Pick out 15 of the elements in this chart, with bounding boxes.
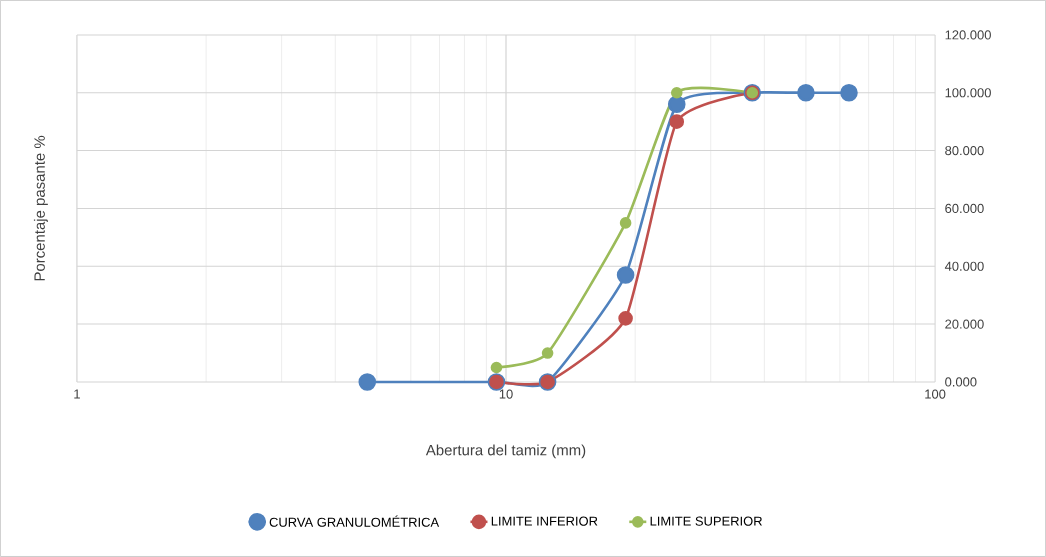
x-axis-title: Abertura del tamiz (mm) bbox=[425, 444, 586, 459]
y-tick-label: 20.000 bbox=[945, 319, 984, 329]
y-tick-label: 60.000 bbox=[945, 203, 984, 214]
y-tick-label: 100.000 bbox=[945, 88, 991, 98]
legend-label: LIMITE SUPERIOR bbox=[650, 516, 762, 526]
x-tick-label: 10 bbox=[499, 389, 513, 399]
y-tick-label: 120.000 bbox=[945, 30, 991, 40]
x-tick-label: 100 bbox=[925, 389, 946, 399]
x-tick-label: 1 bbox=[74, 389, 80, 399]
legend-label: LIMITE INFERIOR bbox=[491, 516, 598, 526]
legend-label: CURVA GRANULOMÉTRICA bbox=[269, 515, 440, 527]
y-tick-label: 80.000 bbox=[945, 146, 984, 156]
y-tick-label: 0.000 bbox=[945, 377, 977, 387]
y-axis-title: Porcentaje pasante % bbox=[33, 135, 48, 281]
y-tick-label: 40.000 bbox=[944, 261, 984, 271]
